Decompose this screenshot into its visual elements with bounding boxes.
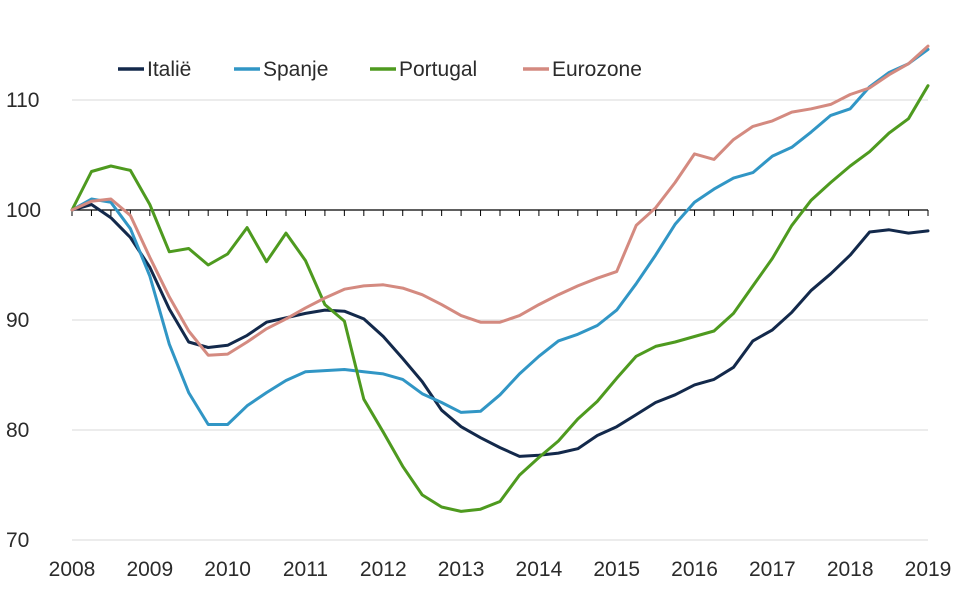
series-line-itali	[70, 203, 930, 458]
series-line-portugal	[70, 84, 930, 513]
series-lines	[70, 44, 930, 513]
y-tick-label: 110	[6, 89, 39, 112]
y-tick-label: 90	[6, 309, 29, 332]
gridlines	[72, 99, 928, 541]
y-tick-label: 70	[6, 529, 29, 552]
legend-label: Italië	[147, 58, 191, 81]
x-tick-label: 2017	[749, 558, 796, 581]
axes: 70 80 90 100 110 2008 2009 2010 2011 2012 2013 2014…	[6, 89, 951, 581]
x-tick-label: 2014	[516, 558, 563, 581]
legend-label: Eurozone	[552, 58, 642, 81]
legend-label: Portugal	[399, 58, 477, 81]
x-tick-label: 2019	[905, 558, 952, 581]
x-tick-label: 2008	[49, 558, 96, 581]
x-tick-label: 2013	[438, 558, 485, 581]
x-tick-label: 2010	[204, 558, 251, 581]
x-tick-label: 2011	[283, 558, 328, 581]
x-tick-label: 2016	[671, 558, 718, 581]
y-tick-label: 100	[6, 199, 41, 222]
x-tick-label: 2009	[126, 558, 173, 581]
x-tick-label: 2015	[593, 558, 640, 581]
series-line-eurozone	[70, 44, 930, 357]
legend-label: Spanje	[263, 58, 328, 81]
x-tick-label: 2018	[827, 558, 874, 581]
y-tick-label: 80	[6, 419, 29, 442]
legend: Italië Spanje Portugal Eurozone	[118, 58, 642, 81]
series-line-spanje	[70, 47, 930, 426]
x-tick-label: 2012	[360, 558, 407, 581]
